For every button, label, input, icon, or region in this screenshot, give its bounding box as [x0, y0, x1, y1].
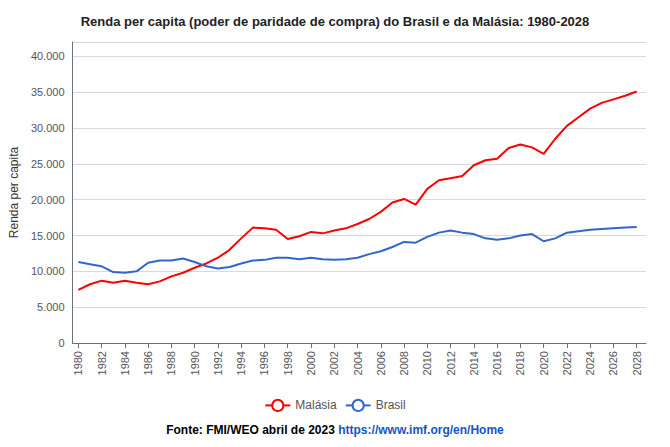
- svg-text:1988: 1988: [165, 351, 177, 375]
- svg-text:2024: 2024: [584, 351, 596, 375]
- svg-text:Renda per capita (poder de par: Renda per capita (poder de paridade de c…: [81, 14, 590, 29]
- svg-text:2000: 2000: [305, 351, 317, 375]
- svg-text:2016: 2016: [491, 351, 503, 375]
- svg-text:1982: 1982: [96, 351, 108, 375]
- svg-text:1990: 1990: [189, 351, 201, 375]
- svg-text:1998: 1998: [282, 351, 294, 375]
- svg-text:Fonte: FMI/WEO abril de 2023: Fonte: FMI/WEO abril de 2023: [166, 423, 335, 437]
- svg-text:1980: 1980: [72, 351, 84, 375]
- svg-text:30.000: 30.000: [31, 122, 65, 134]
- svg-text:https://www.imf.org/en/Home: https://www.imf.org/en/Home: [338, 423, 504, 437]
- svg-text:35.000: 35.000: [31, 86, 65, 98]
- svg-text:Brasil: Brasil: [376, 398, 406, 412]
- svg-text:1984: 1984: [119, 351, 131, 375]
- svg-text:2018: 2018: [514, 351, 526, 375]
- svg-text:10.000: 10.000: [31, 265, 65, 277]
- svg-text:2002: 2002: [328, 351, 340, 375]
- svg-text:5.000: 5.000: [37, 301, 65, 313]
- svg-text:1986: 1986: [142, 351, 154, 375]
- svg-text:1996: 1996: [258, 351, 270, 375]
- svg-text:25.000: 25.000: [31, 158, 65, 170]
- svg-text:Renda per capita: Renda per capita: [7, 146, 21, 238]
- svg-text:0: 0: [58, 337, 64, 349]
- svg-text:2014: 2014: [468, 351, 480, 375]
- svg-text:2006: 2006: [375, 351, 387, 375]
- svg-text:1992: 1992: [212, 351, 224, 375]
- svg-text:2004: 2004: [352, 351, 364, 375]
- svg-text:20.000: 20.000: [31, 194, 65, 206]
- svg-text:2022: 2022: [561, 351, 573, 375]
- svg-text:40.000: 40.000: [31, 50, 65, 62]
- svg-text:15.000: 15.000: [31, 230, 65, 242]
- svg-text:Malásia: Malásia: [295, 398, 337, 412]
- svg-text:2020: 2020: [538, 351, 550, 375]
- svg-text:2008: 2008: [398, 351, 410, 375]
- svg-text:1994: 1994: [235, 351, 247, 375]
- svg-text:2012: 2012: [445, 351, 457, 375]
- svg-text:2026: 2026: [607, 351, 619, 375]
- svg-text:2028: 2028: [631, 351, 643, 375]
- svg-text:2010: 2010: [421, 351, 433, 375]
